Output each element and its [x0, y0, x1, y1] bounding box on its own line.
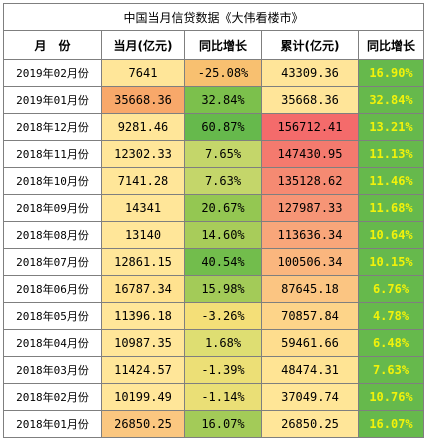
monthly-yoy-cell: -1.14%: [184, 383, 262, 411]
header-monthly-yoy: 同比增长: [184, 30, 262, 60]
month-cell: 2018年11月份: [3, 140, 102, 168]
month-cell: 2018年07月份: [3, 248, 102, 276]
month-cell: 2019年02月份: [3, 59, 102, 87]
monthly-yoy-cell: 60.87%: [184, 113, 262, 141]
monthly-value-cell: 10987.35: [101, 329, 185, 357]
cumulative-yoy-cell: 32.84%: [358, 86, 424, 114]
cumulative-value-cell: 147430.95: [261, 140, 359, 168]
table-row: 2018年11月份 12302.33 7.65% 147430.95 11.13%: [3, 140, 424, 168]
cumulative-value-cell: 48474.31: [261, 356, 359, 384]
monthly-yoy-cell: 1.68%: [184, 329, 262, 357]
monthly-yoy-cell: 7.63%: [184, 167, 262, 195]
month-cell: 2018年10月份: [3, 167, 102, 195]
cumulative-yoy-cell: 13.21%: [358, 113, 424, 141]
month-cell: 2018年09月份: [3, 194, 102, 222]
table-row: 2018年09月份 14341 20.67% 127987.33 11.68%: [3, 194, 424, 222]
cumulative-yoy-cell: 10.64%: [358, 221, 424, 249]
cumulative-value-cell: 59461.66: [261, 329, 359, 357]
title-row: 中国当月信贷数据《大伟看楼市》: [3, 3, 424, 31]
monthly-yoy-cell: 20.67%: [184, 194, 262, 222]
cumulative-value-cell: 43309.36: [261, 59, 359, 87]
credit-data-table: 中国当月信贷数据《大伟看楼市》 月 份 当月(亿元) 同比增长 累计(亿元) 同…: [3, 3, 424, 438]
cumulative-value-cell: 135128.62: [261, 167, 359, 195]
table-row: 2019年01月份 35668.36 32.84% 35668.36 32.84%: [3, 86, 424, 114]
table-row: 2018年10月份 7141.28 7.63% 135128.62 11.46%: [3, 167, 424, 195]
monthly-value-cell: 26850.25: [101, 410, 185, 438]
monthly-yoy-cell: 15.98%: [184, 275, 262, 303]
monthly-value-cell: 11424.57: [101, 356, 185, 384]
table-row: 2018年08月份 13140 14.60% 113636.34 10.64%: [3, 221, 424, 249]
cumulative-yoy-cell: 16.90%: [358, 59, 424, 87]
header-month: 月 份: [3, 30, 102, 60]
cumulative-yoy-cell: 6.76%: [358, 275, 424, 303]
cumulative-value-cell: 26850.25: [261, 410, 359, 438]
table-row: 2019年02月份 7641 -25.08% 43309.36 16.90%: [3, 59, 424, 87]
cumulative-yoy-cell: 11.68%: [358, 194, 424, 222]
month-cell: 2018年04月份: [3, 329, 102, 357]
table-row: 2018年03月份 11424.57 -1.39% 48474.31 7.63%: [3, 356, 424, 384]
cumulative-yoy-cell: 11.46%: [358, 167, 424, 195]
table-row: 2018年02月份 10199.49 -1.14% 37049.74 10.76%: [3, 383, 424, 411]
cumulative-value-cell: 113636.34: [261, 221, 359, 249]
month-cell: 2018年02月份: [3, 383, 102, 411]
table-row: 2018年12月份 9281.46 60.87% 156712.41 13.21%: [3, 113, 424, 141]
header-monthly: 当月(亿元): [101, 30, 185, 60]
monthly-value-cell: 13140: [101, 221, 185, 249]
cumulative-value-cell: 37049.74: [261, 383, 359, 411]
month-cell: 2018年05月份: [3, 302, 102, 330]
cumulative-yoy-cell: 16.07%: [358, 410, 424, 438]
header-cumulative: 累计(亿元): [261, 30, 359, 60]
monthly-value-cell: 14341: [101, 194, 185, 222]
table-body: 中国当月信贷数据《大伟看楼市》 月 份 当月(亿元) 同比增长 累计(亿元) 同…: [3, 3, 424, 438]
cumulative-yoy-cell: 7.63%: [358, 356, 424, 384]
monthly-value-cell: 11396.18: [101, 302, 185, 330]
month-cell: 2018年03月份: [3, 356, 102, 384]
monthly-value-cell: 35668.36: [101, 86, 185, 114]
cumulative-yoy-cell: 10.76%: [358, 383, 424, 411]
cumulative-value-cell: 100506.34: [261, 248, 359, 276]
monthly-value-cell: 7641: [101, 59, 185, 87]
monthly-value-cell: 9281.46: [101, 113, 185, 141]
table-row: 2018年04月份 10987.35 1.68% 59461.66 6.48%: [3, 329, 424, 357]
monthly-yoy-cell: 32.84%: [184, 86, 262, 114]
table-row: 2018年01月份 26850.25 16.07% 26850.25 16.07%: [3, 410, 424, 438]
credit-data-table-container: 中国当月信贷数据《大伟看楼市》 月 份 当月(亿元) 同比增长 累计(亿元) 同…: [3, 3, 424, 438]
table-row: 2018年07月份 12861.15 40.54% 100506.34 10.15%: [3, 248, 424, 276]
month-cell: 2018年06月份: [3, 275, 102, 303]
cumulative-yoy-cell: 6.48%: [358, 329, 424, 357]
month-cell: 2019年01月份: [3, 86, 102, 114]
month-cell: 2018年08月份: [3, 221, 102, 249]
monthly-yoy-cell: 40.54%: [184, 248, 262, 276]
monthly-yoy-cell: 14.60%: [184, 221, 262, 249]
monthly-yoy-cell: 16.07%: [184, 410, 262, 438]
month-cell: 2018年01月份: [3, 410, 102, 438]
header-cumulative-yoy: 同比增长: [358, 30, 424, 60]
monthly-yoy-cell: 7.65%: [184, 140, 262, 168]
monthly-value-cell: 12861.15: [101, 248, 185, 276]
table-title: 中国当月信贷数据《大伟看楼市》: [3, 3, 424, 31]
cumulative-value-cell: 35668.36: [261, 86, 359, 114]
monthly-value-cell: 12302.33: [101, 140, 185, 168]
monthly-value-cell: 7141.28: [101, 167, 185, 195]
month-cell: 2018年12月份: [3, 113, 102, 141]
monthly-yoy-cell: -1.39%: [184, 356, 262, 384]
monthly-yoy-cell: -25.08%: [184, 59, 262, 87]
cumulative-value-cell: 127987.33: [261, 194, 359, 222]
monthly-yoy-cell: -3.26%: [184, 302, 262, 330]
monthly-value-cell: 16787.34: [101, 275, 185, 303]
cumulative-value-cell: 87645.18: [261, 275, 359, 303]
monthly-value-cell: 10199.49: [101, 383, 185, 411]
cumulative-value-cell: 156712.41: [261, 113, 359, 141]
cumulative-yoy-cell: 4.78%: [358, 302, 424, 330]
cumulative-yoy-cell: 11.13%: [358, 140, 424, 168]
header-row: 月 份 当月(亿元) 同比增长 累计(亿元) 同比增长: [3, 30, 424, 60]
table-row: 2018年05月份 11396.18 -3.26% 70857.84 4.78%: [3, 302, 424, 330]
cumulative-value-cell: 70857.84: [261, 302, 359, 330]
cumulative-yoy-cell: 10.15%: [358, 248, 424, 276]
table-row: 2018年06月份 16787.34 15.98% 87645.18 6.76%: [3, 275, 424, 303]
